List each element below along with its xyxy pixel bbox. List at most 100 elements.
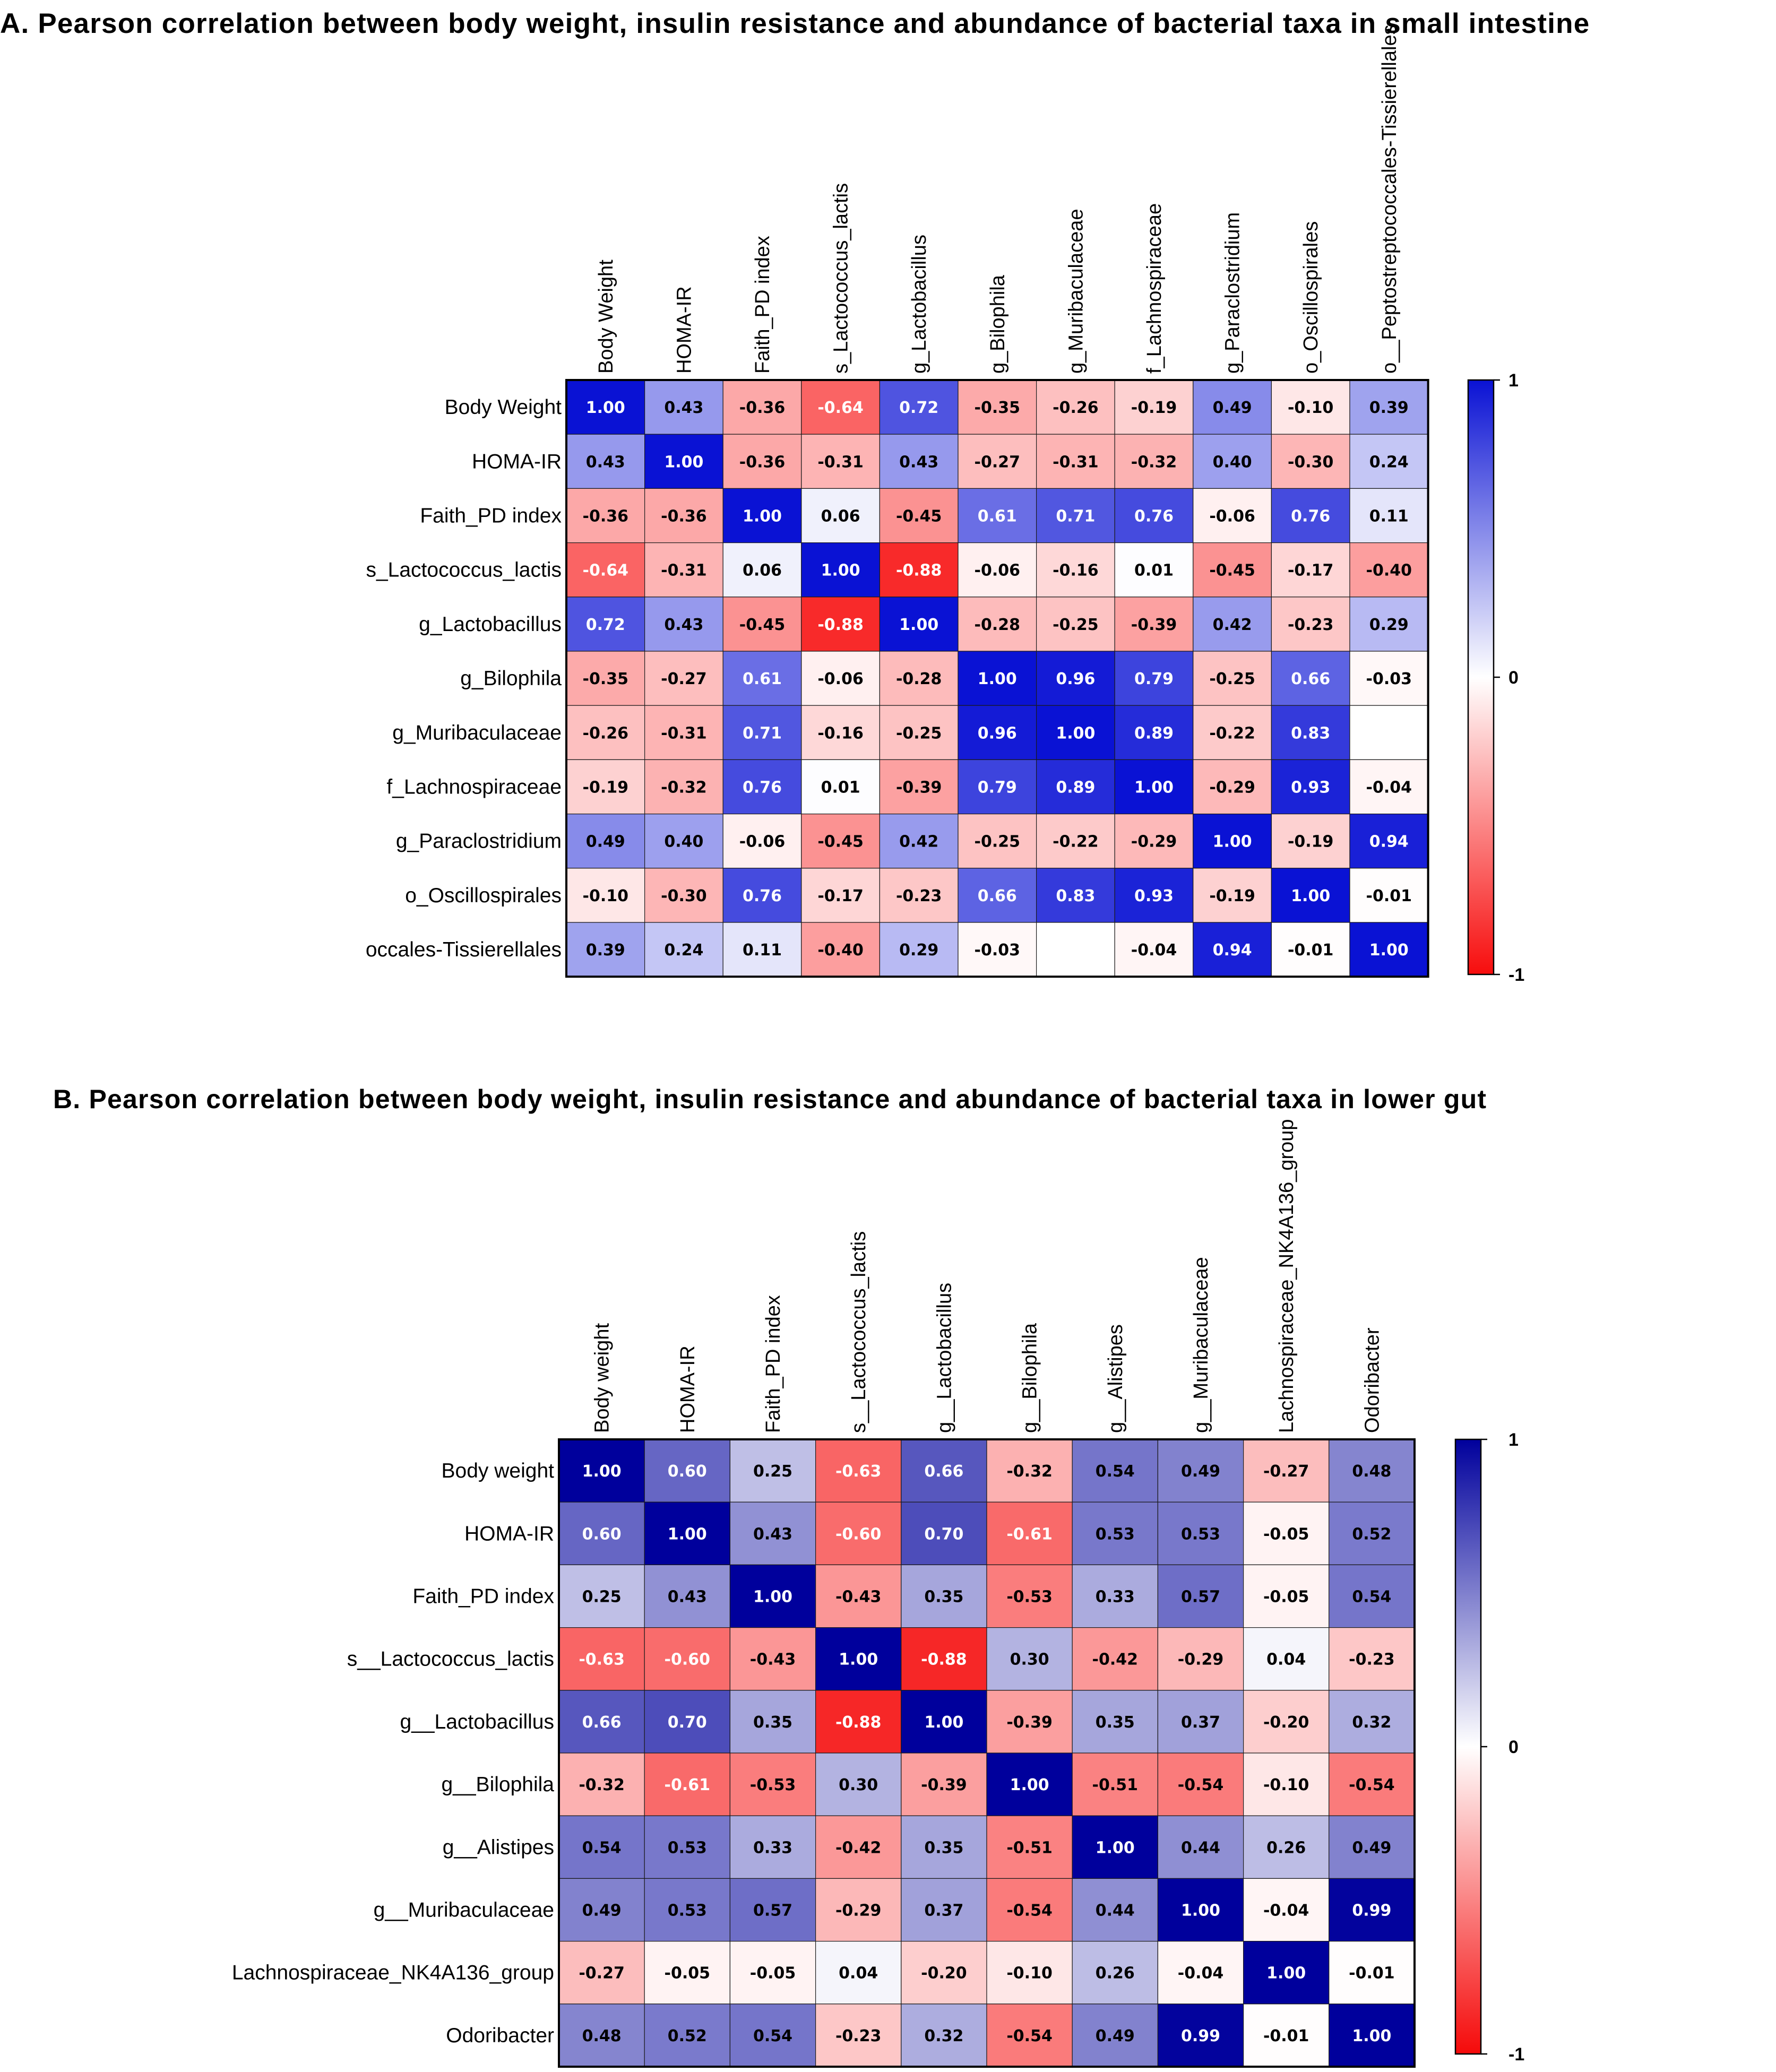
heatmap-cell xyxy=(1072,1878,1158,1942)
cell-value-label: -0.30 xyxy=(1288,453,1333,471)
cell-value-label: 1.00 xyxy=(753,1588,792,1607)
heatmap-cell xyxy=(644,1439,730,1503)
cell-value-label: -0.06 xyxy=(975,562,1020,580)
row-label: g_Lactobacillus xyxy=(419,613,562,636)
heatmap-cell xyxy=(901,1878,987,1942)
heatmap-cell xyxy=(722,651,802,706)
cell-value-label: -0.01 xyxy=(1349,1964,1394,1983)
heatmap-cell xyxy=(1072,1627,1158,1691)
heatmap-cell xyxy=(1271,434,1350,489)
heatmap-small-intestine: 1.00 0.43 -0.36 -0.64 0.72 -0.35 -0.26 -0.19 0.4… xyxy=(366,24,1524,985)
cell-value-label: 0.33 xyxy=(753,1838,792,1857)
cell-value-label: -0.04 xyxy=(1131,941,1177,960)
heatmap-cell xyxy=(879,542,959,598)
cell-value-label: 1.00 xyxy=(978,670,1017,688)
heatmap-cell xyxy=(1349,868,1429,923)
cell-value-label: 1.00 xyxy=(1213,833,1252,851)
heatmap-cell xyxy=(1036,597,1115,652)
heatmap-cell xyxy=(958,488,1037,543)
heatmap-cell xyxy=(879,379,959,435)
cell-value-label: -0.23 xyxy=(1288,616,1333,634)
cell-value-label: -0.39 xyxy=(1006,1713,1052,1732)
cell-value-label: -0.06 xyxy=(739,833,785,851)
heatmap-cell xyxy=(1193,488,1272,543)
heatmap-cell xyxy=(1114,759,1194,815)
cell-value-label: 1.00 xyxy=(899,616,938,634)
cell-value-label: 1.00 xyxy=(1134,779,1174,797)
cell-value-label: -0.88 xyxy=(896,562,942,580)
heatmap-cell xyxy=(1271,922,1350,977)
panel-b-title: B. Pearson correlation between body weig… xyxy=(53,1084,1487,1114)
cell-value-label: 0.32 xyxy=(924,2027,963,2045)
heatmap-cell xyxy=(958,379,1037,435)
cell-value-label: 0.44 xyxy=(1096,1902,1135,1920)
row-label: Lachnospiraceae_NK4A136_group xyxy=(232,1962,554,1984)
cell-value-label: 0.06 xyxy=(821,507,860,526)
heatmap-cell xyxy=(566,597,645,652)
heatmap-cell xyxy=(1114,488,1194,543)
heatmap-cell xyxy=(1114,542,1194,598)
cell-value-label: -0.63 xyxy=(835,1462,881,1481)
cell-value-label: 0.26 xyxy=(1096,1964,1135,1983)
cell-value-label: 0.79 xyxy=(1134,670,1174,688)
cell-value-label: -0.40 xyxy=(817,941,863,960)
cell-value-label: 0.71 xyxy=(1056,507,1095,526)
cell-value-label: -0.23 xyxy=(835,2027,881,2045)
cell-value-label: 0.11 xyxy=(743,941,782,960)
cell-value-label: 0.89 xyxy=(1134,724,1174,743)
colorbar-tick-label: 0 xyxy=(1508,1737,1519,1757)
heatmap-cell xyxy=(558,2004,645,2067)
cell-value-label: 0.96 xyxy=(978,724,1017,743)
heatmap-cell xyxy=(1157,1439,1244,1503)
cell-value-label: -0.20 xyxy=(921,1964,967,1983)
cell-value-label: -0.60 xyxy=(665,1651,710,1669)
cell-value-label: 0.25 xyxy=(753,1462,792,1481)
heatmap-cell xyxy=(722,379,802,435)
cell-value-label: -0.64 xyxy=(583,562,628,580)
heatmap-cell xyxy=(1243,1878,1330,1942)
colorbar xyxy=(1454,1438,1482,2055)
heatmap-cell xyxy=(1193,868,1272,923)
heatmap-cell xyxy=(558,1627,645,1691)
heatmap-cell xyxy=(1114,379,1194,435)
cell-value-label: 0.49 xyxy=(586,833,625,851)
heatmap-cell xyxy=(1329,2004,1415,2067)
cell-value-label: 1.00 xyxy=(1352,2027,1391,2045)
cell-value-label: 0.32 xyxy=(1352,1713,1391,1732)
heatmap-cell xyxy=(1193,542,1272,598)
cell-value-label: -0.36 xyxy=(739,399,785,417)
heatmap-cell xyxy=(1193,434,1272,489)
cell-value-label: -0.19 xyxy=(1288,833,1333,851)
heatmap-cell xyxy=(644,1690,730,1754)
cell-value-label: -0.43 xyxy=(835,1588,881,1607)
heatmap-cell xyxy=(722,759,802,815)
heatmap-cell xyxy=(1114,705,1194,760)
heatmap-cell xyxy=(1072,1439,1158,1503)
cell-value-label: 0.43 xyxy=(664,399,703,417)
cell-value-label: 0.76 xyxy=(1291,507,1330,526)
heatmap-cell xyxy=(558,1752,645,1816)
heatmap-cell xyxy=(1114,597,1194,652)
colorbar xyxy=(1467,379,1495,975)
heatmap-cell xyxy=(1329,1941,1415,2005)
cell-value-label: -0.60 xyxy=(835,1525,881,1543)
column-label: Odoribacter xyxy=(1361,1327,1383,1433)
cell-value-label: 0.37 xyxy=(1181,1713,1220,1732)
heatmap-cell xyxy=(644,651,723,706)
cell-value-label: 0.76 xyxy=(743,779,782,797)
heatmap-cell xyxy=(879,488,959,543)
heatmap-cell xyxy=(1036,651,1115,706)
heatmap-cell xyxy=(722,434,802,489)
cell-value-label: 0.93 xyxy=(1291,779,1330,797)
heatmap-cell xyxy=(729,1501,816,1565)
cell-value-label: 0.35 xyxy=(924,1588,963,1607)
heatmap-cell xyxy=(644,434,723,489)
cell-value-label: -0.16 xyxy=(817,724,863,743)
heatmap-cell xyxy=(1193,705,1272,760)
heatmap-cell xyxy=(1072,1690,1158,1754)
heatmap-cell xyxy=(901,1501,987,1565)
column-label: HOMA-IR xyxy=(677,1345,699,1433)
column-label: g__Alistipes xyxy=(1105,1324,1127,1433)
cell-value-label: 0.94 xyxy=(1369,833,1409,851)
cell-value-label: -0.31 xyxy=(661,562,706,580)
